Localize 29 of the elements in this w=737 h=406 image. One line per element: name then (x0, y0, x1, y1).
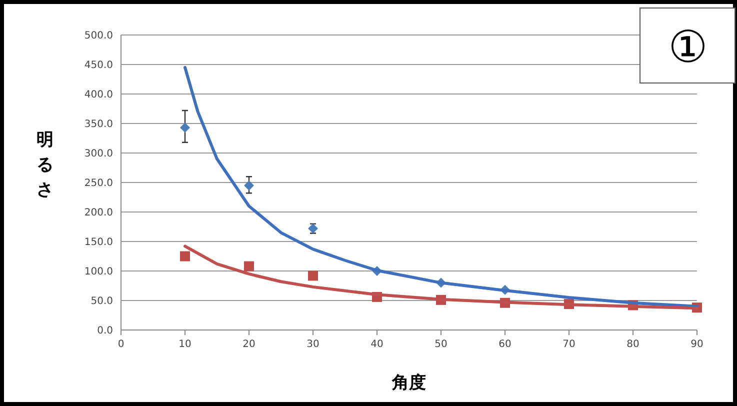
y-tick-label: 400.0 (84, 90, 113, 100)
y-tick-label: 500.0 (84, 30, 113, 42)
y-axis-title: 明るさ (36, 130, 54, 200)
annotation: ① (668, 22, 708, 73)
x-tick-label: 20 (242, 339, 256, 350)
y-tick-label: 300.0 (84, 148, 113, 160)
y-tick-label: 0.0 (97, 326, 113, 336)
point (244, 261, 254, 272)
point (244, 180, 254, 190)
point (180, 251, 190, 262)
y-tick-label: 450.0 (84, 60, 113, 71)
x-tick-label: 0 (118, 339, 124, 350)
point (308, 270, 318, 281)
x-tick-label: 70 (562, 339, 576, 350)
point (180, 122, 190, 133)
x-tick-label: 90 (690, 339, 704, 350)
x-axis-title: 角度 (391, 373, 426, 393)
x-tick-label: 50 (434, 339, 448, 350)
y-tick-label: 350.0 (84, 119, 113, 130)
x-tick-label: 10 (178, 339, 192, 350)
x-tick-label: 80 (626, 339, 640, 350)
x-tick-label: 60 (498, 339, 512, 350)
y-tick-label: 50.0 (90, 296, 113, 307)
x-tick-label: 30 (306, 339, 320, 350)
y-tick-label: 150.0 (84, 237, 113, 248)
y-tick-label: 250.0 (84, 178, 113, 189)
x-tick-label: 40 (370, 339, 384, 350)
y-tick-label: 200.0 (84, 208, 113, 218)
y-tick-label: 100.0 (84, 266, 113, 278)
